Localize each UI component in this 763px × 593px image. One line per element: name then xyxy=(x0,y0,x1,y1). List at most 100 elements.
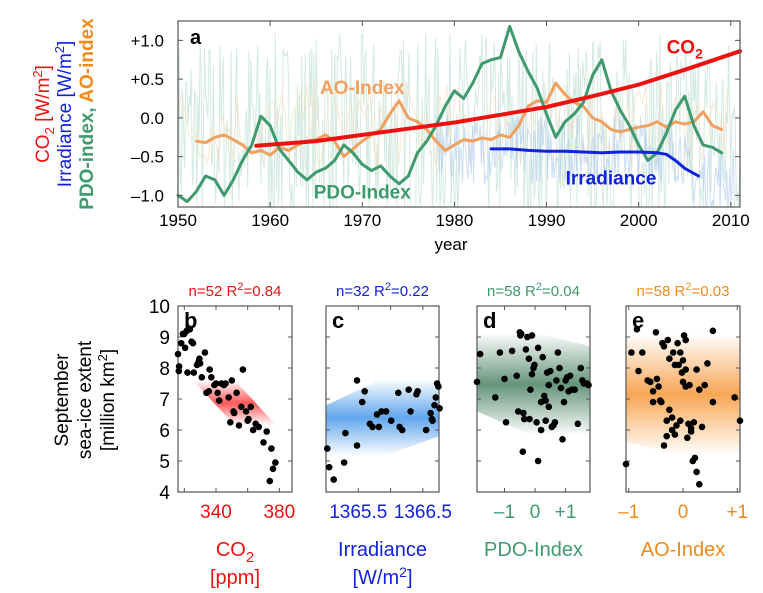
data-point xyxy=(324,445,331,452)
x-tick-label: 0 xyxy=(530,502,541,523)
data-point xyxy=(513,372,520,380)
data-point xyxy=(649,388,657,395)
sea-ice-y-axis-label: September sea-ice extent [million km2] xyxy=(52,340,119,459)
data-point xyxy=(559,436,566,443)
y-tick-label: 5 xyxy=(159,452,170,473)
data-point xyxy=(652,329,660,336)
annotation-subscript: 2 xyxy=(695,46,703,62)
ylabel-part: ] xyxy=(55,41,76,46)
data-point xyxy=(208,374,215,381)
panel-c-x-axis-label: Irradiance xyxy=(338,539,427,561)
ylabel-line2: sea-ice extent xyxy=(75,340,96,459)
data-point xyxy=(342,429,349,437)
panel-e-label: e xyxy=(632,308,644,333)
y-tick-label: +0.5 xyxy=(130,70,164,89)
annotation-text: PDO-Index xyxy=(314,183,412,204)
x-tick-label: 2000 xyxy=(620,211,658,230)
data-point xyxy=(201,349,209,356)
panel-a-annotations: CO2 AO-Index PDO-Index Irradiance xyxy=(314,38,703,204)
x-tick-label: +1 xyxy=(726,502,748,523)
data-point xyxy=(693,468,700,476)
series-annotation: PDO-Index xyxy=(314,183,412,204)
panel-a-frame xyxy=(177,20,741,208)
annotation-text: AO-Index xyxy=(320,78,405,99)
stats-n: n=58 R xyxy=(637,283,686,300)
ylabel-line1: September xyxy=(52,353,73,447)
data-point xyxy=(649,398,657,406)
data-point xyxy=(585,381,592,389)
x-tick-label: 1980 xyxy=(435,211,473,230)
series-line-pdo-index xyxy=(176,24,724,204)
data-point xyxy=(266,477,274,485)
panel-a-ticks: 1950 1960 1970 1980 1990 2000 2010 +1.0 +0.5 0.0 –… xyxy=(130,21,750,230)
data-point xyxy=(214,389,221,397)
stats-n: n=32 R xyxy=(336,283,385,300)
x-tick-label: 1365.5 xyxy=(329,502,387,523)
stats-r2: =0.03 xyxy=(691,283,729,300)
data-point xyxy=(432,394,440,401)
data-point xyxy=(690,419,698,426)
annotation-text: Irradiance xyxy=(566,169,657,190)
data-point xyxy=(492,394,499,401)
ylabel-part: PDO-index, xyxy=(77,103,98,210)
series-annotation: Irradiance xyxy=(566,169,657,190)
ylabel-part: [W/m xyxy=(33,78,54,128)
stats-r2: =0.22 xyxy=(391,283,429,300)
y-tick-label: 6 xyxy=(159,421,170,442)
x-tick-label: 1990 xyxy=(528,211,566,230)
data-point xyxy=(247,403,255,411)
x-tick-label: +1 xyxy=(555,502,577,523)
panel-a-label: a xyxy=(190,27,202,49)
data-point xyxy=(272,459,279,466)
data-point xyxy=(684,434,691,442)
data-point xyxy=(545,403,553,411)
data-point xyxy=(502,419,510,426)
data-point xyxy=(622,460,630,468)
data-point xyxy=(431,401,438,409)
data-point xyxy=(175,367,183,375)
stats-r2: =0.84 xyxy=(243,283,281,300)
y-tick-label: 4 xyxy=(159,483,170,504)
data-point xyxy=(698,423,706,431)
ylabel-part: ] xyxy=(33,65,54,70)
stats-n: n=52 R xyxy=(189,283,238,300)
data-point xyxy=(522,346,530,353)
panel-e-scatter: –1 0 +1 e n=58 R2=0.03 AO-Index xyxy=(618,281,748,561)
data-point xyxy=(414,388,422,395)
data-point xyxy=(233,389,240,397)
panel-b-stats-title: n=52 R2=0.84 xyxy=(189,281,282,300)
data-point xyxy=(476,350,484,358)
data-point xyxy=(228,377,236,384)
data-point xyxy=(547,367,554,375)
data-point xyxy=(704,360,711,367)
x-tick-label: –1 xyxy=(618,502,639,523)
y-tick-label: 8 xyxy=(159,359,170,380)
ylabel-part: CO xyxy=(33,134,54,163)
data-point xyxy=(686,381,693,389)
data-point xyxy=(731,394,738,401)
data-point xyxy=(539,353,546,361)
x-tick-label: 1960 xyxy=(251,211,289,230)
data-point xyxy=(527,386,534,394)
data-point xyxy=(181,344,189,352)
stats-r2: =0.04 xyxy=(542,283,580,300)
data-point xyxy=(205,388,213,395)
ylabel-part: Irradiance [W/m xyxy=(55,53,76,187)
data-point xyxy=(526,415,533,423)
ylabel-line-3: PDO-index, AO-index xyxy=(77,18,98,210)
series-line-ao-index xyxy=(194,81,724,159)
panel-c-x-axis-unit: [W/m2] xyxy=(352,564,412,589)
data-point xyxy=(177,339,185,347)
stats-superscript: 2 xyxy=(685,281,691,293)
panel-b-points xyxy=(174,326,279,485)
data-point xyxy=(528,370,536,378)
data-point xyxy=(675,361,682,369)
data-point xyxy=(696,386,703,394)
data-point xyxy=(225,394,232,401)
data-point xyxy=(682,366,689,373)
data-point xyxy=(687,428,695,435)
xunit-end: ] xyxy=(407,567,413,589)
data-point xyxy=(677,349,684,356)
data-point xyxy=(238,403,245,411)
data-point xyxy=(556,364,563,372)
